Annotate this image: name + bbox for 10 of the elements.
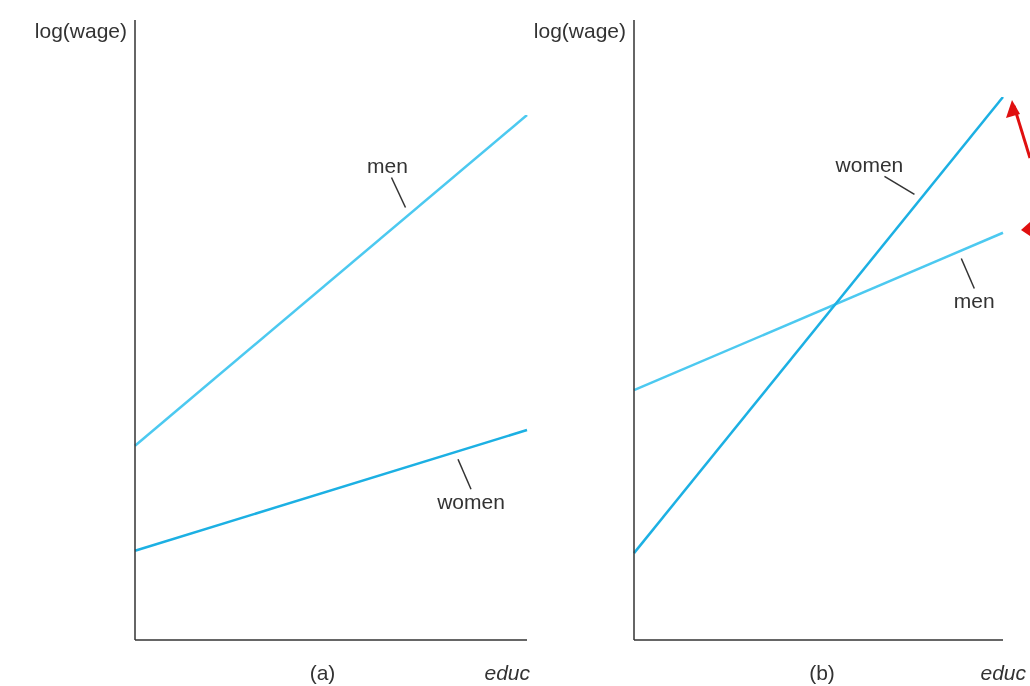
text: (b) — [809, 660, 835, 684]
x-axis-title: educ — [980, 660, 1027, 684]
series-label: men — [367, 154, 408, 178]
y-axis-title: log(wage) — [34, 18, 127, 42]
series-label: men — [953, 289, 995, 313]
text: (a) — [309, 660, 336, 684]
series-label: women — [834, 152, 904, 176]
y-axis-title: log(wage) — [533, 18, 626, 42]
x-axis-title: educ — [484, 660, 531, 684]
series-label: women — [436, 489, 505, 513]
